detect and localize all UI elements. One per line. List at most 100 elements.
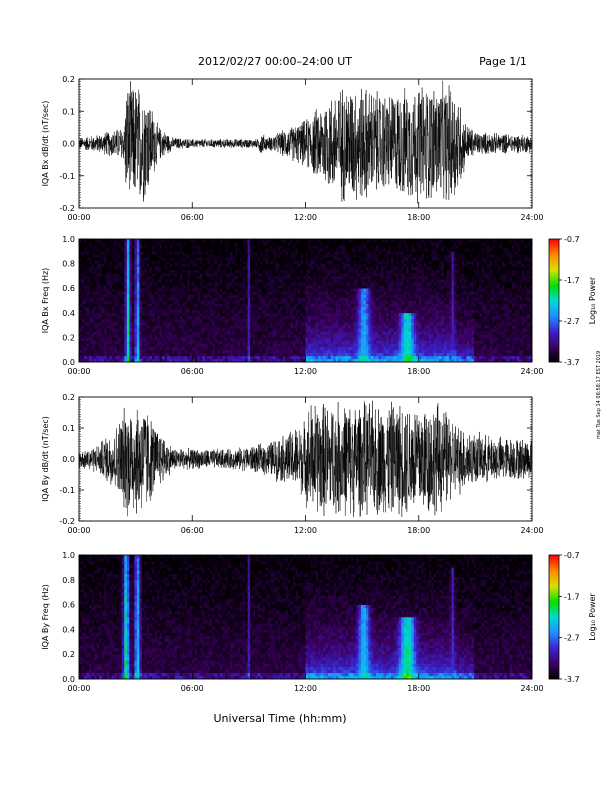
spectrogram-cell <box>320 358 324 363</box>
spectrogram-cell <box>330 275 334 280</box>
spectrogram-cell <box>340 322 344 326</box>
spectrogram-cell <box>131 263 135 267</box>
spectrogram-cell <box>323 355 326 360</box>
spectrogram-cell <box>214 251 218 255</box>
spectrogram-cell <box>350 312 354 317</box>
spectrogram-cell <box>232 245 236 249</box>
spectrogram-cell <box>338 355 342 360</box>
spectrogram-cell <box>109 300 113 304</box>
spectrogram-cell <box>94 254 97 258</box>
spectrogram-cell <box>81 358 85 363</box>
spectrogram-cell <box>79 331 82 335</box>
spectrogram-cell <box>267 334 271 338</box>
spectrogram-cell <box>252 242 256 246</box>
spectrogram-cell <box>310 352 314 357</box>
spectrogram-cell <box>325 248 329 252</box>
spectrogram-cell <box>235 242 238 246</box>
spectrogram-cell <box>81 331 85 335</box>
spectrogram-cell <box>383 322 387 326</box>
spectrogram-cell <box>227 322 231 326</box>
spectrogram-cell <box>230 269 233 274</box>
spectrogram-cell <box>297 285 301 289</box>
spectrogram-cell <box>111 322 115 326</box>
spectrogram-cell <box>151 358 155 363</box>
spectrogram-cell <box>320 303 324 307</box>
spectrogram-cell <box>260 257 264 261</box>
spectrogram-cell <box>262 343 266 347</box>
spectrogram-cell <box>292 272 296 277</box>
spectrogram-cell <box>194 337 198 341</box>
spectrogram-cell <box>179 303 183 307</box>
spectrogram-cell <box>154 328 158 332</box>
spectrogram-cell <box>308 257 311 261</box>
spectrogram-cell <box>378 337 382 341</box>
spectrogram-cell <box>124 291 128 295</box>
spectrogram-cell <box>119 343 123 347</box>
spectrogram-cell <box>340 318 344 323</box>
spectrogram-cell <box>159 334 163 338</box>
spectrogram-cell <box>313 340 316 344</box>
spectrogram-cell <box>179 300 183 304</box>
spectrogram-cell <box>313 288 316 292</box>
spectrogram-cell <box>275 309 279 314</box>
spectrogram-cell <box>272 282 276 286</box>
spectrogram-cell <box>365 309 369 314</box>
spectrogram-cell <box>338 346 342 351</box>
spectrogram-cell <box>245 346 248 351</box>
spectrogram-cell <box>106 303 110 307</box>
spectrogram-cell <box>139 269 143 274</box>
spectrogram-cell <box>197 352 201 357</box>
spectrogram-cell <box>89 306 92 311</box>
spectrogram-cell <box>338 312 342 317</box>
spectrogram-cell <box>79 349 82 354</box>
spectrogram-cell <box>214 282 218 286</box>
spectrogram-cell <box>89 309 92 314</box>
spectrogram-cell <box>154 278 158 283</box>
spectrogram-cell <box>275 303 279 307</box>
spectrogram-cell <box>151 272 155 277</box>
spectrogram-cell <box>297 315 301 320</box>
spectrogram-cell <box>320 300 324 304</box>
spectrogram-cell <box>305 245 309 249</box>
spectrogram-cell <box>101 242 105 246</box>
spectrogram-cell <box>308 312 311 317</box>
spectrogram-cell <box>187 318 191 323</box>
spectrogram-cell <box>242 269 246 274</box>
spectrogram-cell <box>305 328 309 332</box>
spectrogram-cell <box>345 331 349 335</box>
spectrogram-cell <box>149 315 153 320</box>
spectrogram-cell <box>378 257 382 261</box>
spectrogram-cell <box>162 254 165 258</box>
spectrogram-cell <box>182 248 185 252</box>
spectrogram-cell <box>257 288 261 292</box>
spectrogram-cell <box>247 294 251 298</box>
spectrogram-cell <box>164 334 168 338</box>
spectrogram-cell <box>340 349 344 354</box>
spectrogram-cell <box>182 352 185 357</box>
spectrogram-cell <box>358 269 362 274</box>
spectrogram-cell <box>247 349 251 354</box>
spectrogram-cell <box>267 291 271 295</box>
spectrogram-cell <box>106 297 110 301</box>
spectrogram-cell <box>157 325 160 329</box>
spectrogram-cell <box>368 331 372 335</box>
spectrogram-cell <box>194 269 198 274</box>
spectrogram-cell <box>104 358 107 363</box>
spectrogram-cell <box>121 285 125 289</box>
spectrogram-cell <box>136 275 140 280</box>
spectrogram-cell <box>109 254 113 258</box>
spectrogram-cell <box>320 272 324 277</box>
spectrogram-cell <box>365 272 369 277</box>
spectrogram-cell <box>280 309 284 314</box>
spectrogram-cell <box>172 318 175 323</box>
spectrogram-cell <box>207 278 211 283</box>
spectrogram-cell <box>136 318 140 323</box>
spectrogram-cell <box>287 263 291 267</box>
spectrogram-cell <box>247 300 251 304</box>
spectrogram-cell <box>192 325 196 329</box>
spectrogram-cell <box>167 278 170 283</box>
spectrogram-cell <box>129 355 133 360</box>
spectrogram-cell <box>358 285 362 289</box>
spectrogram-cell <box>141 306 145 311</box>
spectrogram-cell <box>270 358 274 363</box>
